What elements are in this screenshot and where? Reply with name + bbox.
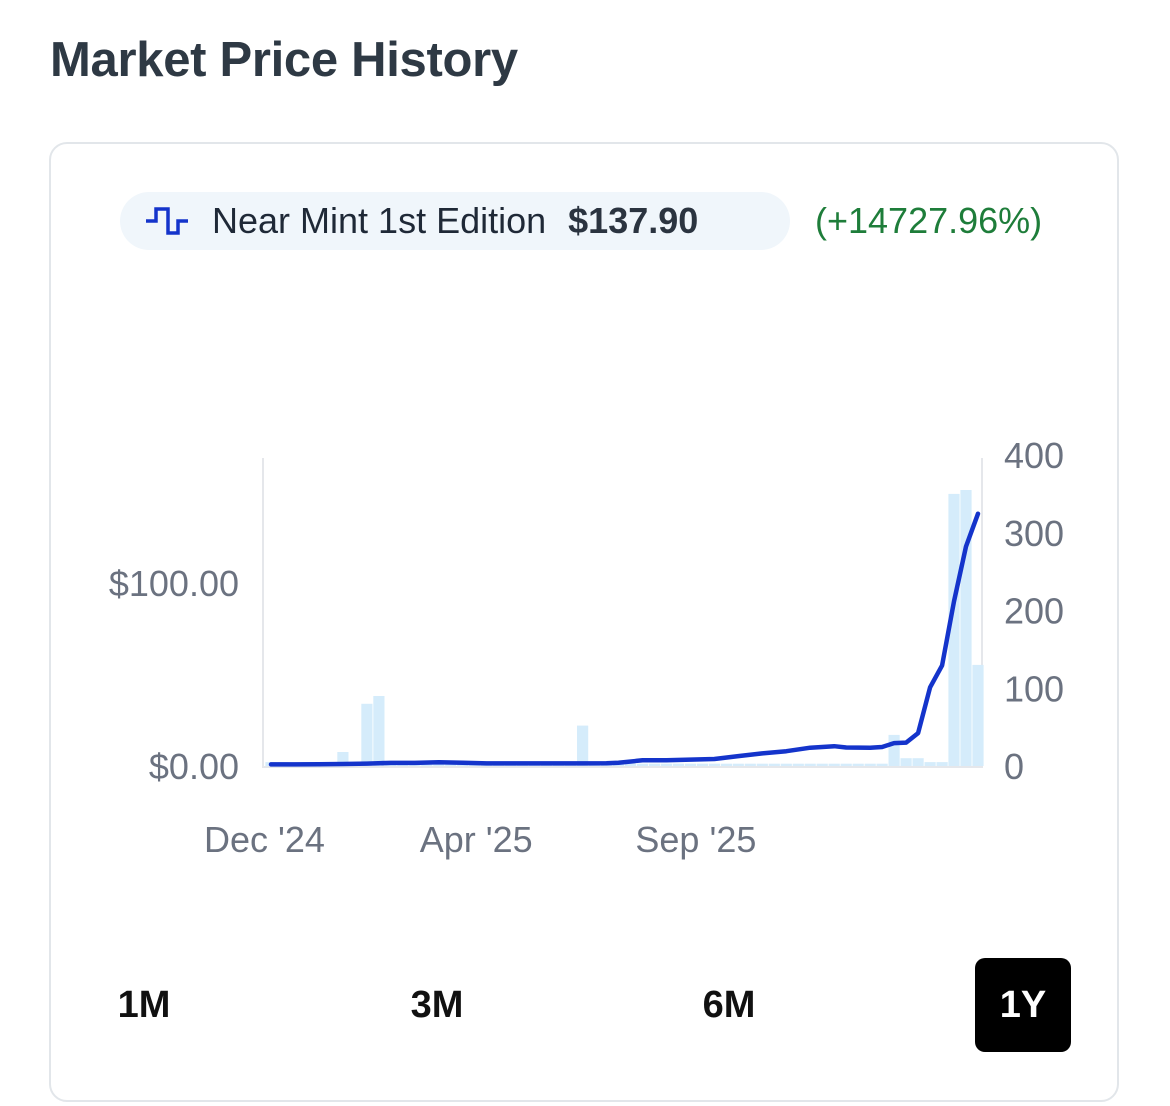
volume-bar	[780, 763, 792, 766]
volume-bar	[792, 763, 804, 766]
right-axis-tick-label: 200	[1004, 591, 1064, 632]
volume-bar	[900, 758, 912, 766]
volume-bar	[708, 763, 720, 766]
right-axis-tick-label: 300	[1004, 513, 1064, 554]
right-axis-tick-label: 0	[1004, 746, 1024, 787]
volume-bar	[960, 490, 972, 766]
current-price: $137.90	[568, 200, 699, 241]
range-button-6m[interactable]: 6M	[702, 983, 756, 1026]
volume-bar	[828, 763, 840, 766]
volume-bar	[624, 763, 637, 766]
volume-bar	[744, 763, 756, 766]
price-line	[268, 511, 981, 767]
page-title: Market Price History	[50, 33, 518, 87]
x-axis-tick-label: Apr '25	[420, 819, 533, 860]
volume-bar	[876, 763, 888, 766]
range-button-3m[interactable]: 3M	[410, 983, 464, 1026]
volume-bar	[936, 762, 948, 766]
price-history-card	[49, 142, 1119, 1102]
series-legend[interactable]: Near Mint 1st Edition $137.90	[120, 192, 790, 250]
series-name: Near Mint 1st Edition	[212, 200, 547, 241]
volume-bar	[840, 763, 852, 766]
volume-bar	[720, 763, 732, 766]
volume-bar	[684, 763, 696, 766]
volume-bar	[864, 763, 876, 766]
volume-bar	[445, 763, 457, 766]
price-change-percent: (+14727.96%)	[815, 200, 1043, 241]
volume-bar	[924, 762, 936, 766]
volume-bar	[373, 696, 385, 766]
volume-bar	[660, 763, 672, 766]
volume-bar	[756, 763, 768, 766]
right-axis-tick-label: 100	[1004, 668, 1064, 709]
volume-bar	[804, 763, 816, 766]
range-button-1m[interactable]: 1M	[117, 983, 171, 1026]
volume-bar	[433, 763, 445, 766]
x-axis-tick-label: Sep '25	[635, 819, 756, 860]
volume-bar	[361, 703, 373, 766]
x-axis-tick-label: Dec '24	[204, 819, 325, 860]
volume-bar	[421, 763, 433, 766]
right-axis-tick-label: 400	[1004, 435, 1064, 476]
volume-bar	[912, 758, 924, 766]
left-axis-tick-label: $100.00	[109, 563, 239, 604]
volume-bar	[337, 752, 349, 766]
volume-bar	[888, 734, 900, 766]
volume-bar	[696, 763, 708, 766]
volume-bar	[816, 763, 828, 766]
volume-bar	[672, 763, 684, 766]
volume-bar	[577, 725, 589, 766]
step-line-icon	[144, 203, 192, 239]
range-button-1y[interactable]: 1Y	[975, 958, 1071, 1052]
volume-bar	[648, 763, 661, 766]
volume-bar	[948, 493, 960, 766]
volume-bar	[972, 664, 984, 766]
volume-bar	[636, 763, 649, 766]
volume-bar	[768, 763, 780, 766]
left-axis-tick-label: $0.00	[149, 746, 239, 787]
volume-bar	[732, 763, 744, 766]
volume-bar	[852, 763, 864, 766]
